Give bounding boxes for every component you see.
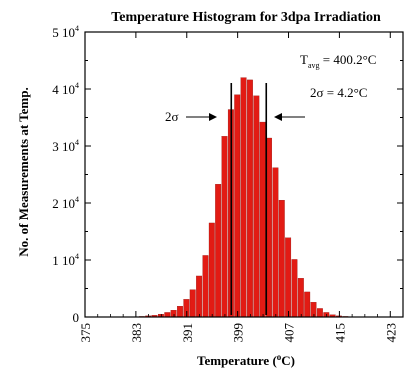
histogram-bar	[196, 275, 203, 318]
x-tick-label: 415	[332, 323, 347, 343]
histogram-bar	[215, 184, 222, 318]
y-tick-label: 1 104	[52, 252, 79, 268]
tavg-text: Tavg = 400.2°C	[300, 52, 376, 70]
histogram-bar	[259, 121, 266, 318]
x-axis-ticks: 375 383 391 399 407 415 423	[78, 32, 398, 343]
histogram-bar	[177, 306, 183, 318]
histogram-bar	[272, 167, 279, 318]
histogram-bar	[253, 95, 260, 318]
histogram-bar	[304, 291, 311, 318]
histogram-bar	[164, 312, 171, 318]
annotation-sigma: 2σ = 4.2°C	[310, 85, 367, 100]
y-tick-label: 5 104	[52, 24, 79, 40]
histogram-bar	[221, 136, 228, 318]
histogram-bar	[297, 278, 304, 318]
bars-group	[138, 77, 349, 318]
sigma-lines-group	[230, 83, 268, 315]
x-axis-label: Temperature (oC)	[197, 352, 295, 368]
annotation-2sigma-marker: 2σ	[165, 109, 179, 124]
y-tick-label: 2 104	[52, 195, 79, 211]
x-tick-label: 423	[383, 323, 398, 343]
histogram-bar	[189, 289, 196, 318]
x-tick-label: 375	[78, 323, 93, 343]
annotation-tavg: Tavg = 400.2°C	[300, 52, 376, 70]
x-tick-label: 383	[129, 323, 144, 343]
x-tick-label: 391	[180, 323, 195, 343]
y-axis-label: No. of Measurements at Temp.	[16, 87, 31, 256]
histogram-bar	[291, 259, 298, 318]
histogram-bar	[285, 237, 292, 318]
y-tick-label: 3 104	[52, 138, 79, 154]
histogram-bar	[266, 137, 272, 318]
histogram-bar	[234, 94, 241, 318]
y-tick-label: 0	[73, 310, 80, 325]
histogram-bar	[316, 308, 323, 318]
chart-title: Temperature Histogram for 3dpa Irradiati…	[111, 10, 381, 25]
histogram-bar	[202, 255, 209, 318]
histogram-bar	[247, 79, 253, 318]
histogram-bar	[240, 77, 247, 318]
histogram-bar	[278, 199, 285, 318]
histogram-bar	[208, 222, 215, 318]
x-tick-label: 399	[231, 323, 246, 343]
x-tick-label: 407	[282, 323, 297, 343]
y-tick-label: 4 104	[52, 81, 79, 97]
y-axis-ticks: 0 1 104 2 104 3 104 4 104 5 104	[52, 24, 403, 325]
